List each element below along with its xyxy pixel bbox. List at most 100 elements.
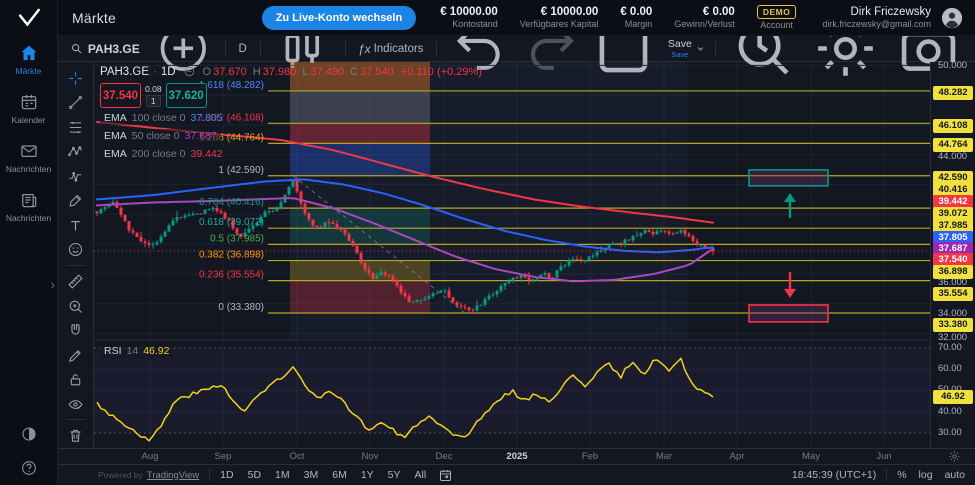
- svg-text:0.236 (35.554): 0.236 (35.554): [199, 270, 264, 281]
- symbol-label: PAH3.GE: [87, 41, 140, 56]
- axis-label-37.687: 37.687: [933, 242, 973, 256]
- svg-text:1.618 (48.282): 1.618 (48.282): [199, 80, 264, 91]
- symbol-search-button[interactable]: PAH3.GE: [66, 40, 144, 58]
- hide-all-icon: [67, 396, 84, 413]
- legend-interval: 1D: [160, 65, 176, 78]
- top-header: Märkte Zu Live-Konto wechseln € 10000.00…: [58, 0, 975, 36]
- save-sub-label: Save: [671, 49, 689, 59]
- chevron-down-icon: [695, 43, 706, 54]
- time-label-Mar: Mar: [655, 451, 673, 462]
- save-layout-button[interactable]: Save Save: [668, 39, 706, 58]
- lock-all-icon: [67, 371, 84, 388]
- time-label-2025: 2025: [506, 451, 528, 462]
- chart-plot-area[interactable]: 1.618 (48.282) 1.382 (46.108) 1.236 (44.76…: [94, 62, 930, 448]
- sidebar-collapse-chevron-icon[interactable]: [48, 276, 58, 294]
- xabcd-pattern-icon: [67, 143, 84, 160]
- sidebar-item-märkte[interactable]: Märkte: [0, 36, 57, 85]
- range-6m-button[interactable]: 6M: [332, 469, 347, 481]
- time-label-Dec: Dec: [435, 451, 453, 462]
- elliott-wave-tool[interactable]: [63, 164, 89, 189]
- time-axis[interactable]: Aug Sep Oct Nov Dec 2025 Feb Mar Apr May Jun: [58, 448, 975, 464]
- metric-label: Verfügbares Kapital: [519, 19, 599, 29]
- news-icon: [19, 190, 39, 210]
- indicators-button[interactable]: ƒx Indicators: [354, 40, 428, 58]
- go-to-date-icon[interactable]: [438, 468, 453, 483]
- sidebar-item-kalender[interactable]: Kalender: [0, 85, 57, 134]
- time-label-Feb: Feb: [581, 451, 599, 462]
- page-title: Märkte: [72, 9, 116, 26]
- auto-toggle[interactable]: auto: [944, 469, 965, 481]
- svg-text:0.5 (37.985): 0.5 (37.985): [210, 233, 264, 244]
- brush-tool[interactable]: [63, 189, 89, 214]
- legend-symbol: PAH3.GE: [100, 65, 149, 78]
- home-icon: [19, 43, 39, 63]
- magnet-tool[interactable]: [63, 318, 89, 343]
- buy-button[interactable]: 37.620: [165, 83, 207, 108]
- range-5y-button[interactable]: 5Y: [387, 469, 401, 481]
- lock-all-tool[interactable]: [63, 367, 89, 392]
- sidebar-item-label: Kalender: [11, 115, 46, 125]
- measure-icon: [67, 273, 84, 290]
- price-axis[interactable]: 50.000 48.282 46.108 44.764 44.000 42.590 40.4…: [930, 60, 975, 448]
- measure-tool[interactable]: [63, 269, 89, 294]
- sidebar-item-nachrichten[interactable]: Nachrichten: [0, 183, 57, 232]
- remove-all-tool[interactable]: [63, 423, 89, 448]
- spread-value: 0.08: [145, 84, 162, 94]
- xabcd-pattern-tool[interactable]: [63, 140, 89, 165]
- chart-toolbar: PAH3.GE D ƒx Indicators: [58, 21, 975, 76]
- drawing-lock-icon: [67, 347, 84, 364]
- switch-live-account-button[interactable]: Zu Live-Konto wechseln: [261, 5, 417, 30]
- crosshair-icon: [67, 70, 84, 87]
- remove-all-icon: [67, 427, 84, 444]
- axis-label-46.108: 46.108: [933, 119, 973, 133]
- hide-all-tool[interactable]: [63, 392, 89, 417]
- emoji-tool[interactable]: [63, 238, 89, 263]
- svg-text:1.382 (46.108): 1.382 (46.108): [199, 112, 264, 123]
- indicators-label: Indicators: [373, 42, 424, 55]
- trend-line-tool[interactable]: [63, 91, 89, 116]
- axis-label-60.00: 60.00: [938, 363, 962, 374]
- hide-indicator-icon[interactable]: [183, 65, 196, 78]
- sell-button[interactable]: 37.540: [100, 83, 141, 108]
- axis-label-50.000: 50.000: [938, 60, 968, 71]
- account-metric: € 0.00 Margin: [620, 6, 652, 29]
- crosshair-tool[interactable]: [63, 66, 89, 91]
- tradingview-link[interactable]: TradingView: [146, 469, 200, 481]
- range-1y-button[interactable]: 1Y: [360, 469, 374, 481]
- chart-shell: PAH3.GE D ƒx Indicators: [58, 21, 975, 485]
- percent-toggle[interactable]: %: [897, 469, 907, 481]
- log-toggle[interactable]: log: [918, 469, 933, 481]
- help-icon[interactable]: [20, 459, 38, 477]
- sidebar-item-nachrichten[interactable]: Nachrichten: [0, 134, 57, 183]
- powered-by-label: Powered by: [98, 470, 143, 480]
- quantity-field[interactable]: 1: [145, 95, 161, 107]
- user-name: Dirk Friczewsky: [850, 6, 932, 18]
- search-icon: [70, 42, 83, 55]
- time-label-Jun: Jun: [876, 451, 892, 462]
- text-tool[interactable]: [63, 213, 89, 238]
- range-5d-button[interactable]: 5D: [247, 469, 262, 481]
- range-all-button[interactable]: All: [414, 469, 427, 481]
- range-1d-button[interactable]: 1D: [220, 469, 234, 481]
- theme-toggle-icon[interactable]: [20, 425, 38, 443]
- ohlc-values: O 37.670 H 37.980 L 37.490 C 37.540: [202, 65, 394, 78]
- brand-logo[interactable]: [0, 0, 57, 36]
- axis-settings-gear-icon[interactable]: [948, 450, 961, 463]
- avatar[interactable]: [941, 7, 963, 29]
- time-label-Apr: Apr: [729, 451, 745, 462]
- zoom-in-tool[interactable]: [63, 294, 89, 319]
- zoom-in-icon: [67, 298, 84, 315]
- drawing-lock-tool[interactable]: [63, 343, 89, 368]
- range-3m-button[interactable]: 3M: [303, 469, 319, 481]
- user-info: Dirk Friczewsky dirk.friczewsky@gmail.co…: [822, 6, 931, 29]
- time-label-Nov: Nov: [361, 451, 379, 462]
- fib-retracement-tool[interactable]: [63, 115, 89, 140]
- time-label-May: May: [802, 451, 820, 462]
- interval-button[interactable]: D: [238, 42, 247, 55]
- toolbar-divider: [65, 419, 86, 421]
- range-1m-button[interactable]: 1M: [275, 469, 290, 481]
- time-label-Oct: Oct: [289, 451, 305, 462]
- magnet-icon: [67, 322, 84, 339]
- drawing-toolbar: [58, 62, 94, 448]
